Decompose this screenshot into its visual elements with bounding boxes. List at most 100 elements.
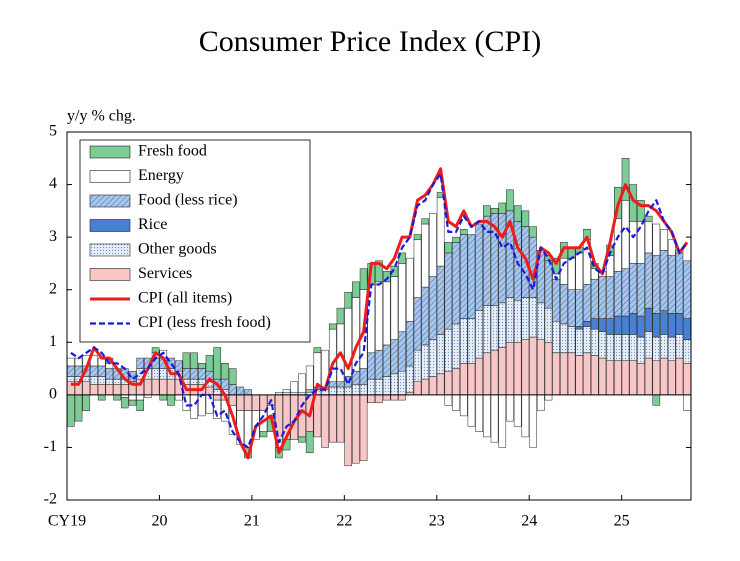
bar-segment xyxy=(506,297,514,343)
bar-segment xyxy=(328,394,337,443)
bar-segment xyxy=(644,331,653,359)
bar-segment xyxy=(67,365,75,377)
bar-segment xyxy=(660,357,668,396)
bar-segment xyxy=(614,360,622,396)
bar-segment xyxy=(652,394,661,406)
bar-segment xyxy=(359,384,368,396)
bar-segment xyxy=(398,263,406,333)
bar-segment xyxy=(221,378,229,390)
bar-segment xyxy=(198,394,206,417)
bar-segment xyxy=(598,357,607,396)
bar-segment xyxy=(305,431,314,453)
bar-segment xyxy=(136,357,144,369)
legend-label: Energy xyxy=(138,167,184,184)
bar-segment xyxy=(375,260,383,283)
bar-segment xyxy=(182,352,191,369)
bar-segment xyxy=(459,363,468,396)
bar-segment xyxy=(544,394,553,401)
bar-segment xyxy=(629,263,638,314)
bar-segment xyxy=(382,281,391,346)
y-tick-label: 2 xyxy=(49,280,57,297)
bar-segment xyxy=(328,381,337,388)
bar-segment xyxy=(205,355,214,372)
bar-segment xyxy=(328,386,337,396)
bar-segment xyxy=(536,302,545,340)
y-tick-label: -1 xyxy=(44,438,57,455)
bar-segment xyxy=(552,257,560,275)
bar-segment xyxy=(375,281,383,351)
bar-segment xyxy=(444,252,453,330)
bar-segment xyxy=(567,352,576,396)
bar-segment xyxy=(621,268,630,317)
bar-segment xyxy=(552,321,560,354)
bar-segment xyxy=(490,207,499,214)
bar-segment xyxy=(328,323,337,330)
bar-segment xyxy=(629,334,638,361)
bar-segment xyxy=(367,378,376,396)
bar-segment xyxy=(120,397,129,409)
bar-segment xyxy=(74,365,83,377)
bar-segment xyxy=(359,394,368,461)
x-tick-label: 24 xyxy=(521,513,537,530)
bar-segment xyxy=(244,389,252,396)
bar-segment xyxy=(367,352,376,380)
bar-segment xyxy=(336,307,345,325)
bar-segment xyxy=(205,386,214,396)
bar-segment xyxy=(421,286,430,346)
bar-segment xyxy=(590,318,599,330)
legend-label: CPI (less fresh food) xyxy=(138,314,271,331)
legend-swatch xyxy=(89,268,131,281)
bar-segment xyxy=(498,213,507,304)
legend-swatch xyxy=(89,145,131,159)
bar-segment xyxy=(575,328,584,356)
bar-segment xyxy=(660,334,668,359)
bar-segment xyxy=(560,284,568,325)
bar-segment xyxy=(583,352,591,396)
bar-segment xyxy=(190,368,198,380)
bar-segment xyxy=(221,399,229,422)
bar-segment xyxy=(606,276,614,319)
bar-segment xyxy=(382,271,391,283)
bar-segment xyxy=(675,334,684,359)
bar-segment xyxy=(575,326,584,330)
bar-segment xyxy=(290,381,299,393)
bar-segment xyxy=(621,158,630,201)
x-tick-label: 22 xyxy=(336,513,352,530)
bar-segment xyxy=(305,389,314,393)
bar-segment xyxy=(475,357,483,396)
bar-segment xyxy=(575,355,584,396)
bar-segment xyxy=(382,344,391,377)
bar-segment xyxy=(151,368,160,380)
bar-segment xyxy=(113,384,121,396)
y-tick-label: 3 xyxy=(49,228,57,245)
legend-swatch xyxy=(89,219,131,232)
bar-segment xyxy=(567,247,576,259)
bar-segment xyxy=(174,360,183,372)
bar-segment xyxy=(236,394,245,411)
bar-segment xyxy=(567,257,576,290)
bar-segment xyxy=(521,394,530,438)
legend-swatch xyxy=(89,243,131,257)
bar-segment xyxy=(90,365,98,377)
bar-segment xyxy=(67,357,75,367)
bar-segment xyxy=(675,313,684,335)
bar-segment xyxy=(398,394,406,401)
bar-segment xyxy=(652,360,661,396)
bar-segment xyxy=(67,376,75,382)
bar-segment xyxy=(467,363,476,396)
bar-segment xyxy=(459,394,468,417)
bar-segment xyxy=(637,263,645,317)
bar-segment xyxy=(406,321,414,367)
bar-segment xyxy=(567,289,576,327)
bar-segment xyxy=(336,394,345,443)
bar-segment xyxy=(298,436,306,443)
bar-segment xyxy=(467,234,476,319)
bar-segment xyxy=(336,386,345,396)
bar-segment xyxy=(97,394,106,401)
bar-segment xyxy=(513,394,522,427)
x-tick-label: 23 xyxy=(429,513,445,530)
bar-segment xyxy=(475,310,483,359)
bar-segment xyxy=(475,223,483,311)
y-tick-label: -2 xyxy=(44,491,57,508)
bar-segment xyxy=(74,357,83,367)
